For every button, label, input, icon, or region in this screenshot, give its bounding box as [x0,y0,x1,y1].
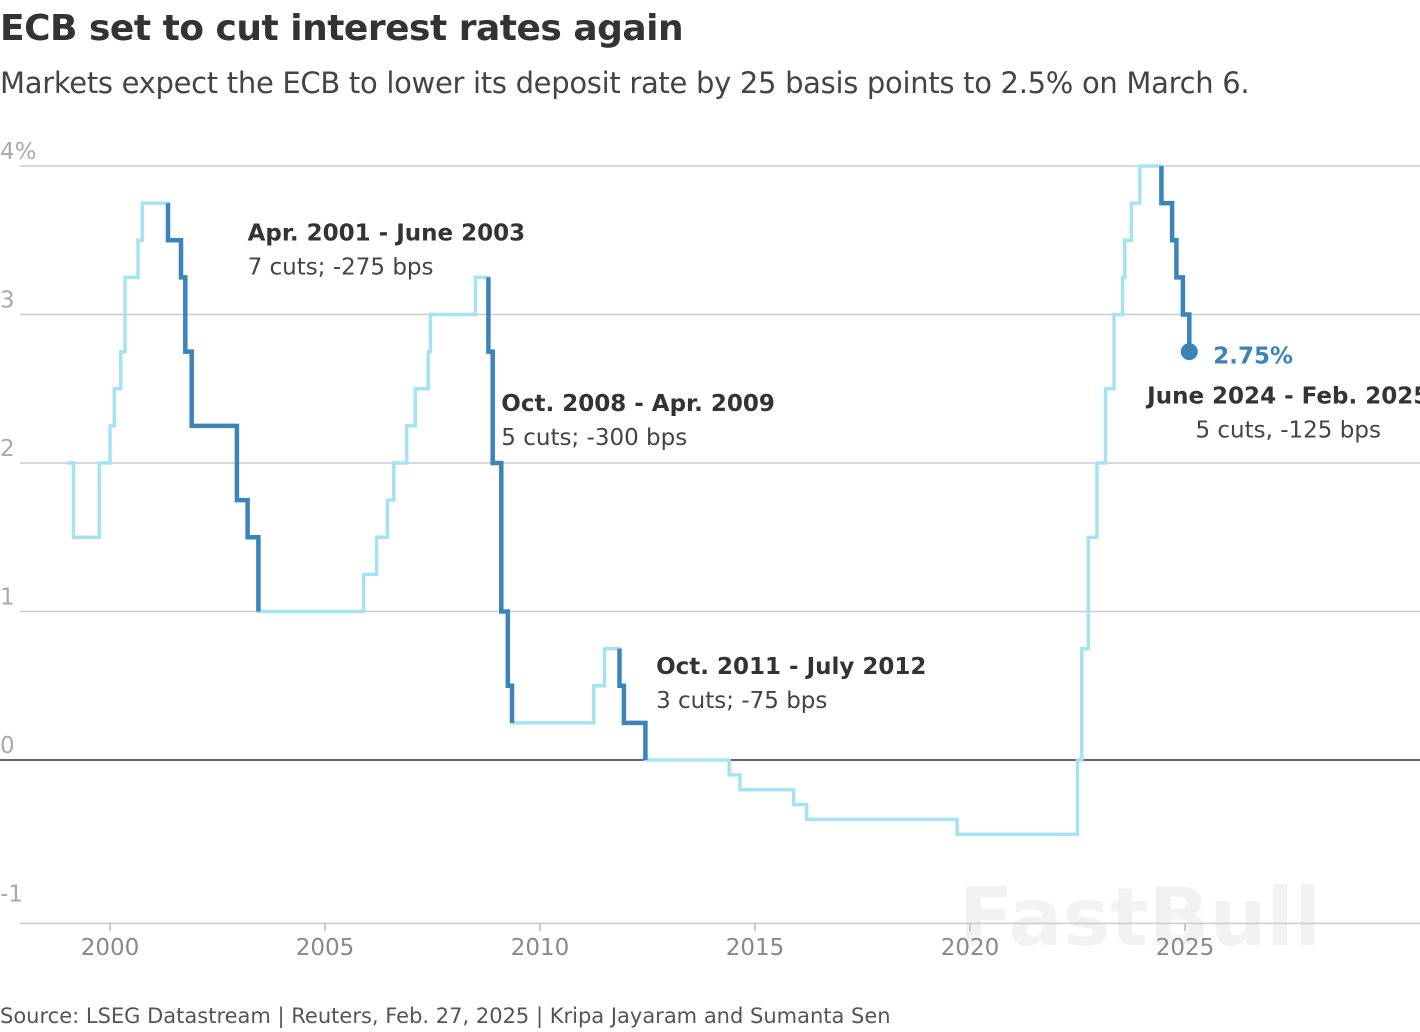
last-value-dot [1180,343,1198,361]
chart-title: ECB set to cut interest rates again [0,8,684,49]
y-tick-label: 1 [0,585,15,611]
annotation-title: Oct. 2011 - July 2012 [656,654,926,680]
y-tick-label: 3 [0,288,15,314]
y-tick-label: -1 [0,882,23,908]
annotation-title: Oct. 2008 - Apr. 2009 [501,391,775,417]
cut-cycle-line [486,277,515,723]
x-tick-label: 2015 [726,935,785,961]
annotation-text: 3 cuts; -75 bps [656,688,827,714]
x-tick-label: 2025 [1156,935,1215,961]
cut-cycle-line [1159,166,1192,352]
x-tick-label: 2010 [511,935,570,961]
source-note: Source: LSEG Datastream | Reuters, Feb. … [0,1004,891,1028]
annotation-title: Apr. 2001 - June 2003 [248,220,526,246]
annotation-text: 7 cuts; -275 bps [248,254,434,280]
x-tick-label: 2005 [296,935,355,961]
last-value-label: 2.75% [1213,344,1293,370]
y-tick-label: 4% [0,139,37,165]
annotation-title: June 2024 - Feb. 2025 [1145,384,1420,410]
watermark-text: FastBull [959,871,1322,964]
x-tick-label: 2020 [941,935,1000,961]
x-tick-label: 2000 [81,935,140,961]
y-tick-label: 0 [0,733,15,759]
chart-subtitle: Markets expect the ECB to lower its depo… [0,66,1250,100]
cut-cycle-line [165,203,261,612]
annotation-text: 5 cuts; -300 bps [501,425,687,451]
y-tick-label: 2 [0,436,15,462]
cut-cycle-line [617,648,648,760]
rate-chart: FastBull 4% 3 2 1 0 -1 2000 2005 2010 2015 2020 2025… [0,139,1420,964]
annotation-text: 5 cuts, -125 bps [1195,418,1380,444]
